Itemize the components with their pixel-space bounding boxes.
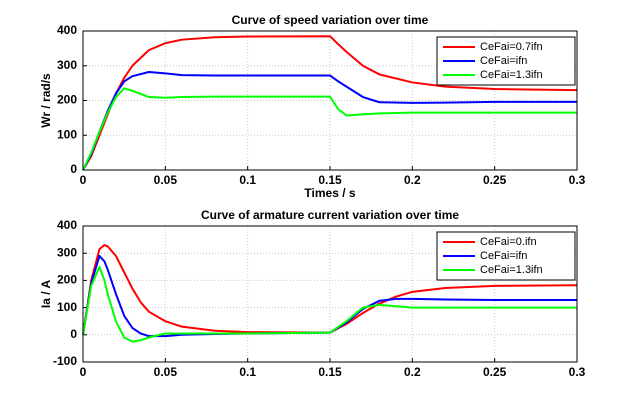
- data-line: [82, 254, 577, 338]
- chart-title: Curve of speed variation over time: [232, 13, 429, 27]
- y-tick-label: 200: [57, 93, 77, 107]
- y-axis-label: Wr / rad/s: [39, 73, 53, 128]
- axes-box: [82, 30, 578, 171]
- data-line: [82, 87, 577, 171]
- x-tick-label: 0.05: [154, 173, 178, 187]
- x-tick-label: 0.3: [569, 365, 586, 379]
- chart-title: Curve of armature current variation over…: [201, 208, 459, 222]
- x-tick-label: 0.15: [318, 365, 342, 379]
- legend-label: CeFai=0.ifn: [480, 236, 537, 248]
- legend-label: CeFai=1.3ifn: [480, 69, 543, 81]
- x-tick-label: 0.25: [483, 365, 507, 379]
- y-tick-label: -100: [53, 354, 77, 368]
- y-tick-label: 0: [70, 162, 77, 176]
- x-tick-label: 0.1: [239, 365, 256, 379]
- legend-label: CeFai=ifn: [480, 55, 527, 67]
- x-tick-label: 0: [80, 365, 87, 379]
- legend-label: CeFai=1.3ifn: [480, 264, 543, 276]
- y-tick-label: 400: [57, 23, 77, 37]
- x-tick-label: 0.2: [404, 173, 421, 187]
- x-axis-label: Times / s: [304, 186, 355, 200]
- legend-label: CeFai=0.7ifn: [480, 41, 543, 53]
- y-tick-label: 300: [57, 58, 77, 72]
- y-tick-label: 200: [57, 273, 77, 287]
- legend-label: CeFai=ifn: [480, 250, 527, 262]
- data-line: [82, 71, 577, 171]
- x-tick-label: 0: [80, 173, 87, 187]
- data-line: [82, 265, 577, 343]
- y-tick-label: 400: [57, 218, 77, 232]
- y-axis-label: Ia / A: [39, 280, 53, 309]
- x-tick-label: 0.2: [404, 365, 421, 379]
- y-tick-label: 100: [57, 300, 77, 314]
- x-tick-label: 0.25: [483, 173, 507, 187]
- legend: CeFai=0.ifn CeFai=ifn CeFai=1.3ifn: [436, 231, 576, 281]
- y-tick-label: 300: [57, 245, 77, 259]
- x-tick-label: 0.1: [239, 173, 256, 187]
- x-tick-label: 0.3: [569, 173, 586, 187]
- y-tick-label: 0: [70, 327, 77, 341]
- legend: CeFai=0.7ifn CeFai=ifn CeFai=1.3ifn: [436, 36, 576, 86]
- x-tick-label: 0.05: [154, 365, 178, 379]
- data-line: [82, 244, 578, 335]
- x-tick-label: 0.15: [318, 173, 342, 187]
- axes-box: [82, 225, 578, 363]
- y-tick-label: 100: [57, 127, 77, 141]
